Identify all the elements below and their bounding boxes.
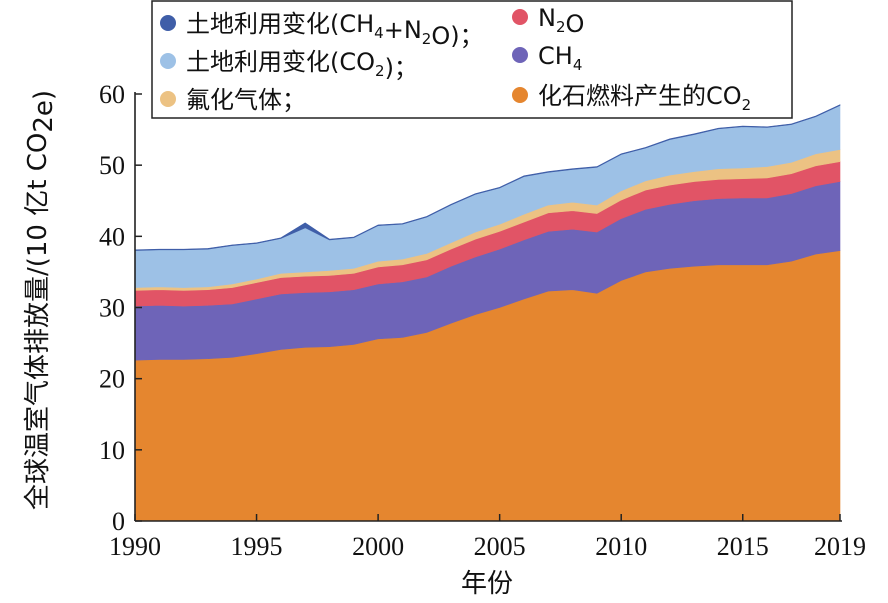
y-tick-label: 20: [99, 365, 125, 394]
y-tick-label: 60: [99, 80, 125, 109]
x-axis-ticks: 1990 1995 2000 2005 2010 2015 2019: [109, 514, 866, 561]
legend-marker: [512, 87, 528, 103]
y-tick-label: 10: [99, 436, 125, 465]
x-tick-label: 2000: [352, 532, 404, 561]
x-tick-label: 2010: [595, 532, 647, 561]
area-series-5: [134, 104, 841, 251]
x-tick-label: 2005: [474, 532, 526, 561]
x-tick-label: 1990: [109, 532, 161, 561]
x-tick-label: 2019: [814, 532, 866, 561]
legend-label: 氟化气体；: [186, 86, 306, 114]
y-tick-label: 0: [112, 507, 125, 536]
y-tick-label: 40: [99, 222, 125, 251]
y-tick-label: 30: [99, 294, 125, 323]
legend-marker: [160, 53, 176, 69]
y-tick-label: 50: [99, 151, 125, 180]
legend-label: 土地利用变化(CH4+N2O)；: [186, 10, 484, 50]
y-axis-title: 全球温室气体排放量/(10 亿t CO2e): [23, 90, 59, 510]
legend-label: 土地利用变化(CO2)；: [186, 48, 418, 82]
legend: 土地利用变化(CH4+N2O)；土地利用变化(CO2)； 氟化气体； N2O CH4 化…: [151, 0, 793, 119]
x-tick-label: 1995: [231, 532, 283, 561]
legend-marker: [160, 91, 176, 107]
legend-marker: [512, 9, 528, 25]
legend-marker: [160, 15, 176, 31]
legend-label: CH4: [538, 42, 582, 74]
legend-marker: [512, 47, 528, 63]
legend-label: 化石燃料产生的CO2: [538, 82, 751, 114]
area-layers: [134, 104, 841, 522]
y-axis-ticks: 0 10 20 30 40 50 60: [99, 80, 142, 536]
x-axis-title: 年份: [461, 569, 513, 599]
legend-label: N2O: [538, 4, 584, 38]
legend-box: [151, 0, 793, 119]
x-tick-label: 2015: [717, 532, 769, 561]
